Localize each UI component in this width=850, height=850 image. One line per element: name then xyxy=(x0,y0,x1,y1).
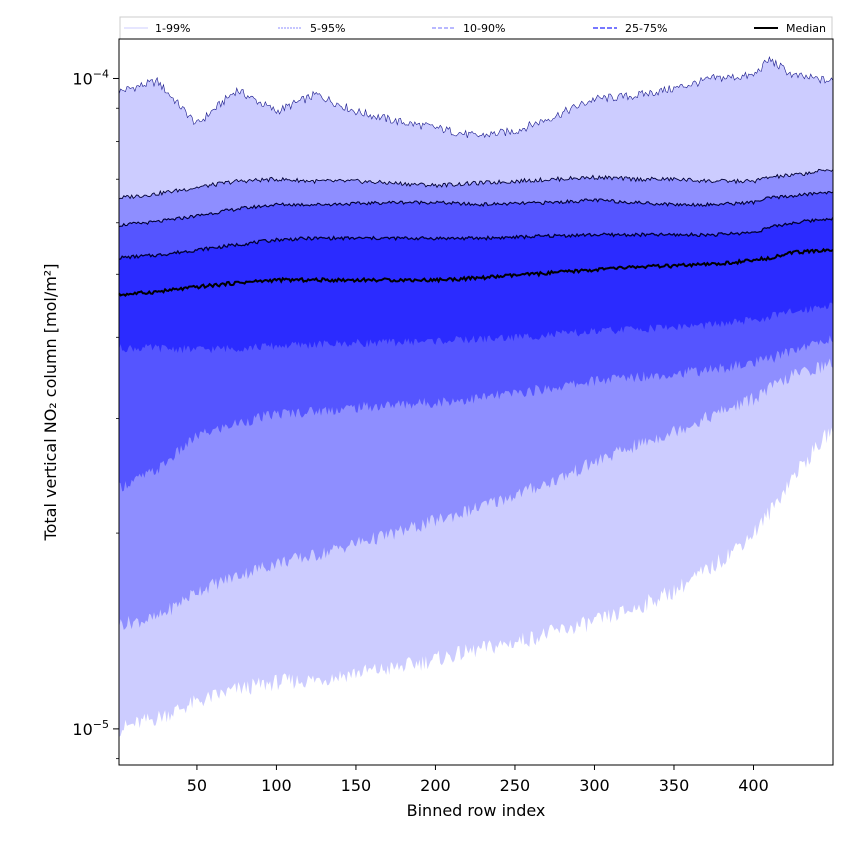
x-tick-label: 300 xyxy=(579,776,610,795)
line-25-75-upper xyxy=(118,216,834,260)
legend-label-10-90: 10-90% xyxy=(463,22,505,35)
y-tick-label: 10−4 xyxy=(72,67,109,88)
x-tick-label: 250 xyxy=(500,776,531,795)
x-tick-label: 100 xyxy=(261,776,292,795)
plot-frame xyxy=(118,38,834,766)
legend-label-5-95: 5-95% xyxy=(310,22,345,35)
y-axis-label: Total vertical NO₂ column [mol/m²] xyxy=(41,264,60,542)
legend-label-median: Median xyxy=(786,22,826,35)
line-1-99-upper xyxy=(118,56,834,139)
y-tick-label: 10−5 xyxy=(72,718,109,739)
plot-area xyxy=(118,56,834,737)
legend-label-1-99: 1-99% xyxy=(155,22,190,35)
x-axis: 50 100 150 200 250 300 350 400 xyxy=(187,765,769,795)
x-tick-label: 50 xyxy=(187,776,207,795)
line-10-90-upper xyxy=(118,191,834,228)
x-axis-label: Binned row index xyxy=(407,801,546,820)
legend: 1-99% 5-95% 10-90% 25-75% Median xyxy=(119,16,833,40)
x-tick-label: 350 xyxy=(659,776,690,795)
line-median xyxy=(118,247,834,297)
y-axis: 10−5 10−4 xyxy=(72,67,119,760)
x-tick-label: 200 xyxy=(420,776,451,795)
legend-label-25-75: 25-75% xyxy=(625,22,667,35)
x-tick-label: 400 xyxy=(738,776,769,795)
band-25-75 xyxy=(119,217,833,354)
line-5-95-upper xyxy=(118,168,834,200)
x-tick-label: 150 xyxy=(341,776,372,795)
